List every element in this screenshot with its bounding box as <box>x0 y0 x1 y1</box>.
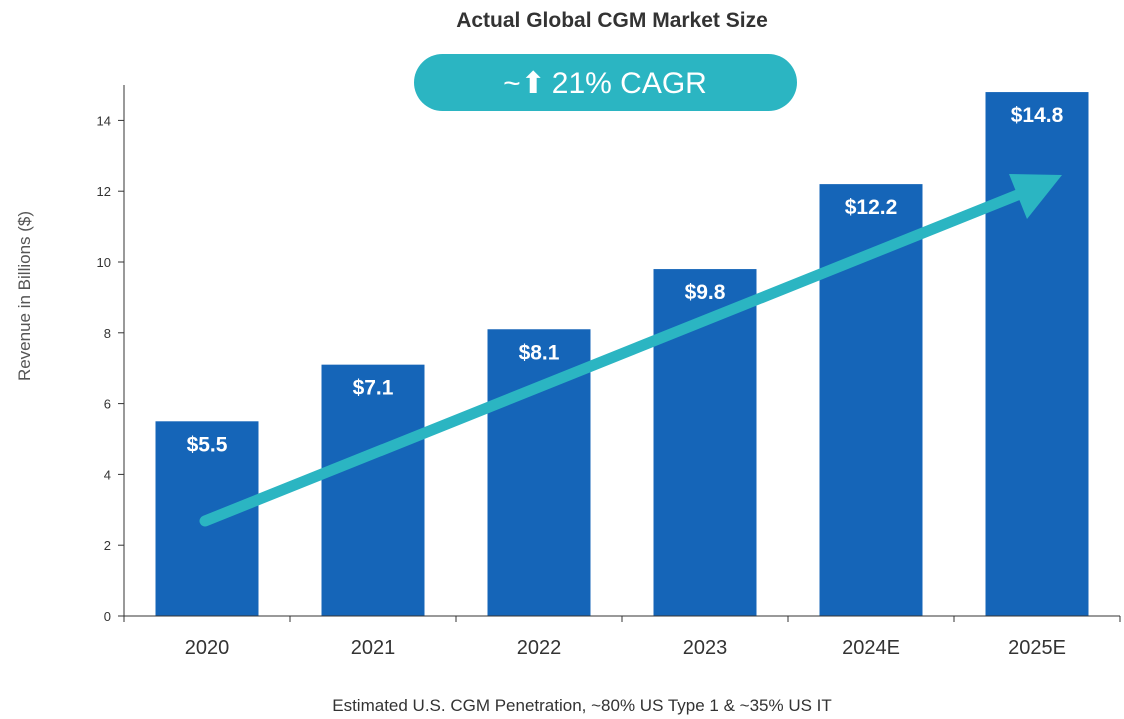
y-tick-label: 4 <box>104 467 111 482</box>
y-tick-label: 0 <box>104 609 111 624</box>
cagr-up-arrow-icon: ⬆ <box>521 67 546 100</box>
y-tick-label: 10 <box>97 255 111 270</box>
x-tick-label: 2021 <box>351 637 396 659</box>
data-label: $7.1 <box>353 377 394 400</box>
trend-arrow-icon <box>199 174 1062 527</box>
trend-arrow-line <box>199 184 1036 527</box>
x-tick-label: 2025E <box>1008 637 1066 659</box>
trend-arrow-head <box>1009 174 1062 219</box>
x-tick-label: 2023 <box>683 637 728 659</box>
y-axis-label: Revenue in Billions ($) <box>15 211 34 381</box>
cagr-badge-text: ~⬆ 21% CAGR <box>503 67 707 100</box>
bars <box>155 92 1089 616</box>
x-tick-label: 2020 <box>185 637 230 659</box>
y-tick-label: 12 <box>97 184 111 199</box>
y-tick-label: 14 <box>97 113 111 128</box>
cagr-badge: ~⬆ 21% CAGR <box>414 54 797 111</box>
chart-title: Actual Global CGM Market Size <box>456 9 768 32</box>
y-tick-label: 6 <box>104 397 111 412</box>
cagr-tilde: ~ <box>503 67 521 100</box>
data-label: $9.8 <box>685 281 726 304</box>
x-tick-label: 2024E <box>842 637 900 659</box>
y-tick-label: 2 <box>104 538 111 553</box>
y-tick-label: 8 <box>104 326 111 341</box>
footnote: Estimated U.S. CGM Penetration, ~80% US … <box>332 696 832 715</box>
data-label: $12.2 <box>845 196 898 219</box>
bar-2025e <box>985 92 1089 616</box>
x-tick-label: 2022 <box>517 637 562 659</box>
data-label: $8.1 <box>519 341 560 364</box>
bar-2023 <box>653 269 757 616</box>
y-axis: 0 2 4 6 8 10 12 14 <box>97 85 125 624</box>
cagr-badge-background <box>414 54 797 111</box>
data-label: $14.8 <box>1011 104 1064 127</box>
data-labels: $5.5 $7.1 $8.1 $9.8 $12.2 $14.8 <box>187 104 1064 456</box>
cagr-value: 21% CAGR <box>552 67 707 100</box>
x-axis: 2020 2021 2022 2023 2024E 2025E <box>123 615 1121 659</box>
bar-2021 <box>321 364 425 616</box>
data-label: $5.5 <box>187 433 228 456</box>
